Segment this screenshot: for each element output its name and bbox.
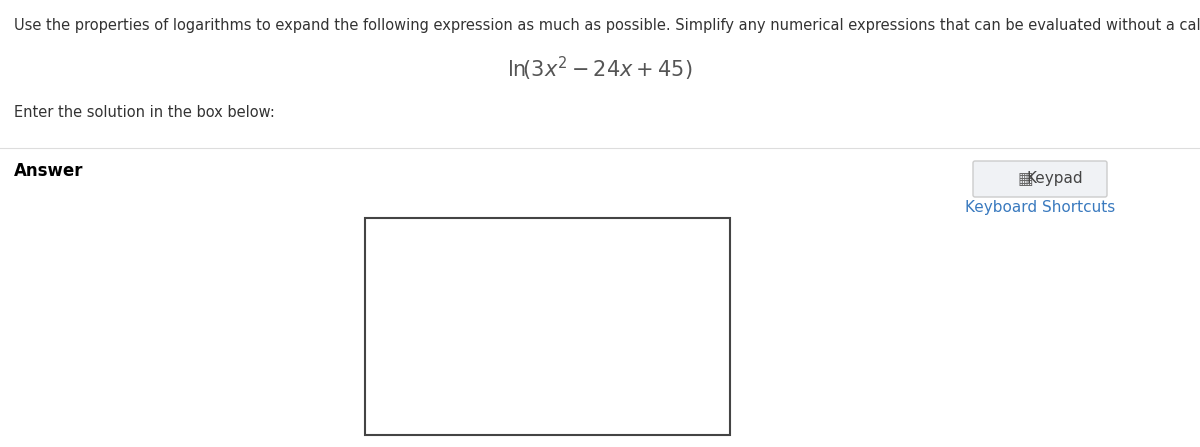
Text: ▦: ▦ (1018, 170, 1033, 188)
Text: Enter the solution in the box below:: Enter the solution in the box below: (14, 105, 275, 120)
FancyBboxPatch shape (973, 161, 1108, 197)
Text: $\mathrm{ln}\!\left(3x^{2} - 24x + 45\right)$: $\mathrm{ln}\!\left(3x^{2} - 24x + 45\ri… (508, 55, 692, 83)
Text: Use the properties of logarithms to expand the following expression as much as p: Use the properties of logarithms to expa… (14, 18, 1200, 33)
Text: Keyboard Shortcuts: Keyboard Shortcuts (965, 200, 1115, 215)
Bar (365, 218, 730, 435)
Text: Keypad: Keypad (1027, 172, 1084, 186)
Text: Answer: Answer (14, 162, 84, 180)
